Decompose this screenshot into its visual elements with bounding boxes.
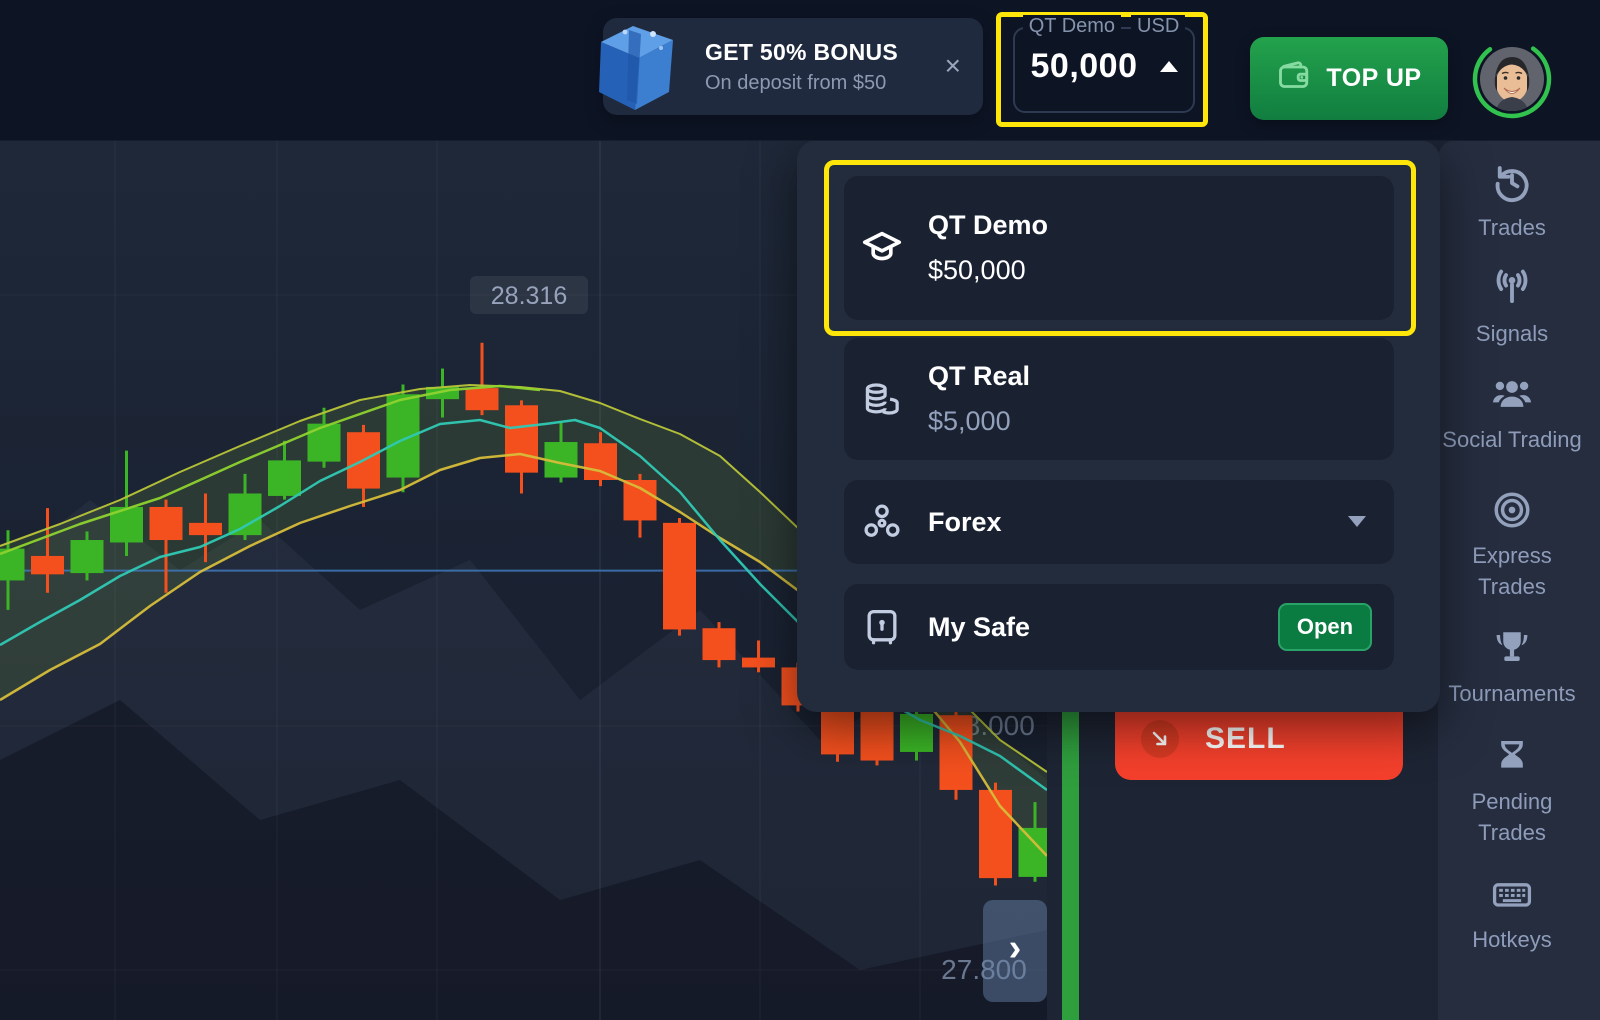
arrow-down-right-icon (1141, 720, 1179, 758)
sidebar-item-express-trades[interactable]: Express Trades (1438, 488, 1586, 603)
keyboard-icon (1490, 872, 1534, 916)
signal-icon (1490, 266, 1534, 310)
sidebar-item-hotkeys[interactable]: Hotkeys (1438, 872, 1586, 956)
scroll-to-present-button[interactable]: › (983, 900, 1047, 1002)
highlight-box-account: QT Demo USD 50,000 (996, 12, 1208, 127)
caret-up-icon (1159, 61, 1178, 72)
menu-item-qt-real[interactable]: QT Real $5,000 (844, 338, 1394, 460)
sidebar-item-label: Social Trading (1442, 427, 1582, 452)
menu-item-label: Forex (928, 506, 1002, 537)
menu-item-label: My Safe (928, 611, 1031, 642)
sidebar-item-label: Express Trades (1472, 543, 1552, 599)
account-selector[interactable]: QT Demo USD 50,000 (1013, 15, 1195, 113)
currency-label: USD (1131, 15, 1186, 37)
account-menu-dropdown: QT Demo $50,000 QT Real $5,000 Forex (797, 140, 1440, 712)
bonus-subtitle: On deposit from $50 (705, 71, 887, 94)
sidebar-item-signals[interactable]: Signals (1438, 266, 1586, 350)
sidebar-item-label: Tournaments (1448, 681, 1576, 706)
open-safe-button[interactable]: Open (1278, 603, 1372, 651)
trophy-icon (1490, 626, 1534, 670)
sidebar-item-label: Signals (1475, 321, 1549, 346)
menu-item-qt-demo[interactable]: QT Demo $50,000 (844, 176, 1394, 320)
current-candle-bar (1062, 712, 1079, 1020)
right-sidebar: Trades Signals Social Trading Express Tr… (1438, 140, 1600, 1020)
sidebar-item-label: Trades (1478, 215, 1546, 240)
sidebar-item-trades[interactable]: Trades (1438, 160, 1586, 244)
top-bar: GET 50% BONUS On deposit from $50 × QT D… (0, 0, 1600, 141)
graduation-cap-icon (858, 224, 906, 272)
hourglass-icon (1490, 734, 1534, 778)
svg-text:28.316: 28.316 (491, 282, 567, 310)
coins-icon (858, 375, 906, 423)
sidebar-item-tournaments[interactable]: Tournaments (1438, 626, 1586, 710)
top-up-button[interactable]: TOP UP (1250, 37, 1448, 120)
safe-icon (858, 603, 906, 651)
account-selector-label: QT Demo USD (1015, 15, 1193, 38)
account-balance-value: 50,000 (1030, 47, 1138, 85)
account-name: QT Real (928, 361, 1031, 391)
account-name-label: QT Demo (1022, 15, 1122, 37)
caret-down-icon (1348, 516, 1366, 527)
sidebar-item-social-trading[interactable]: Social Trading (1438, 372, 1586, 456)
history-icon (1490, 160, 1534, 204)
forex-icon (858, 498, 906, 546)
chevron-right-icon: › (1008, 926, 1022, 969)
people-icon (1490, 372, 1534, 416)
sidebar-item-label: Hotkeys (1472, 927, 1552, 952)
menu-item-forex[interactable]: Forex (844, 480, 1394, 564)
bonus-title: GET 50% BONUS (705, 38, 899, 65)
account-balance: $50,000 (928, 255, 1026, 285)
target-icon (1490, 488, 1534, 532)
top-up-label: TOP UP (1326, 64, 1422, 92)
sidebar-item-label: Pending Trades (1471, 789, 1553, 845)
account-name: QT Demo (928, 210, 1049, 240)
account-balance: $5,000 (928, 406, 1011, 436)
menu-item-my-safe[interactable]: My Safe Open (844, 584, 1394, 670)
sidebar-item-pending-trades[interactable]: Pending Trades (1438, 734, 1586, 849)
highlight-box-qt-demo (824, 160, 1416, 336)
bonus-banner[interactable]: GET 50% BONUS On deposit from $50 × (599, 18, 983, 115)
avatar[interactable] (1472, 39, 1552, 119)
gift-icon (595, 12, 695, 120)
wallet-icon (1276, 58, 1312, 99)
svg-text:27.800: 27.800 (941, 954, 1027, 985)
close-icon[interactable]: × (944, 50, 961, 81)
sell-button-label: SELL (1205, 722, 1286, 755)
